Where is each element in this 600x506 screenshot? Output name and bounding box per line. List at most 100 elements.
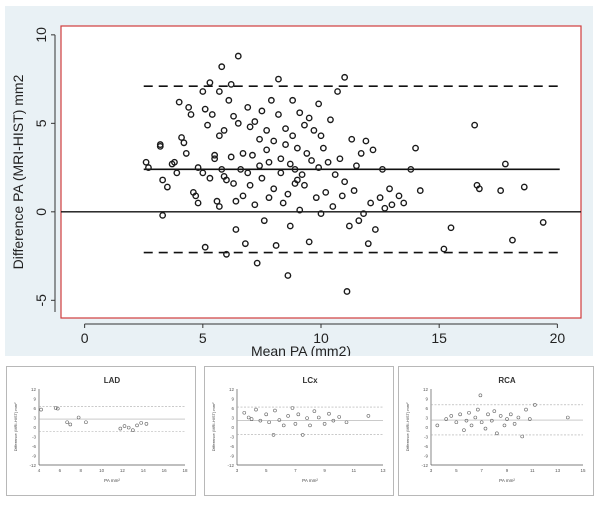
y-tick-label: 9 — [33, 397, 36, 402]
data-point — [201, 243, 209, 251]
data-point — [486, 412, 490, 417]
data-point — [327, 116, 334, 124]
x-tick-label: 20 — [550, 330, 566, 346]
lad-plot: LAD -12 -9 -6 -3 0 3 6 9 12 4 6 8 10 12 14 16 18 PA mm² Dif… — [13, 376, 188, 483]
data-point — [199, 88, 207, 95]
y-tick-label: 3 — [425, 416, 428, 421]
data-point — [175, 98, 183, 106]
rca-plot: RCA -12 -9 -6 -3 0 3 6 9 12 3 5 7 9 11 13 15 PA mm² Differ… — [405, 376, 586, 483]
data-point — [416, 187, 424, 194]
data-point — [357, 150, 365, 157]
data-point — [296, 206, 304, 214]
data-point — [533, 403, 537, 407]
data-point — [344, 420, 349, 425]
data-point — [290, 406, 295, 410]
data-point — [187, 111, 195, 118]
data-point — [497, 187, 505, 194]
data-point — [194, 164, 202, 171]
data-point — [322, 422, 327, 426]
data-point — [239, 150, 247, 157]
data-point — [267, 96, 275, 104]
panel-title: RCA — [498, 376, 516, 385]
data-point — [180, 139, 188, 147]
data-point — [490, 418, 494, 423]
data-point — [509, 236, 516, 244]
x-tick-label: 18 — [182, 468, 188, 473]
data-point — [348, 135, 356, 143]
data-point — [301, 121, 308, 129]
data-point — [163, 183, 171, 191]
x-tick-label: 5 — [455, 468, 458, 473]
data-point — [376, 194, 384, 202]
data-point — [291, 180, 299, 187]
data-point — [227, 153, 235, 161]
data-point — [284, 272, 292, 279]
data-point — [126, 425, 131, 430]
data-point — [289, 132, 297, 140]
y-tick-label: 9 — [425, 397, 428, 402]
data-point — [265, 158, 273, 166]
data-point — [275, 75, 282, 83]
data-point — [260, 217, 268, 225]
data-point — [315, 100, 323, 108]
data-point — [305, 238, 313, 246]
x-tick-label: 13 — [380, 468, 386, 473]
data-point — [566, 415, 570, 420]
data-point — [265, 194, 273, 202]
data-point — [454, 420, 459, 425]
data-point — [227, 81, 235, 88]
data-point — [364, 240, 372, 248]
data-point — [341, 73, 349, 81]
data-point — [388, 201, 396, 209]
data-point — [296, 412, 301, 417]
data-point — [341, 178, 349, 186]
panel-title: LCx — [302, 376, 318, 385]
data-point — [336, 155, 344, 163]
x-tick-label: 15 — [580, 468, 586, 473]
data-point — [312, 194, 320, 202]
y-tick-label: 3 — [231, 416, 234, 421]
data-point — [246, 415, 251, 420]
data-point — [242, 410, 247, 415]
y-tick-label: -9 — [32, 454, 36, 459]
data-point — [159, 211, 167, 219]
data-point — [327, 411, 331, 416]
data-point — [263, 146, 271, 154]
panel-title: LAD — [104, 376, 121, 385]
y-tick-label: -3 — [32, 435, 36, 440]
y-tick-label: 0 — [33, 425, 36, 430]
data-point — [479, 420, 484, 425]
data-point — [331, 418, 336, 423]
lcx-panel: LCx -12 -9 -6 -3 0 3 6 9 12 3 5 7 9 11 13 PA mm² Differen… — [204, 366, 394, 496]
data-point — [267, 420, 271, 425]
data-point — [371, 226, 379, 233]
data-point — [211, 155, 219, 163]
data-point — [458, 412, 462, 417]
data-point — [386, 185, 393, 193]
data-point — [473, 415, 478, 420]
data-point — [249, 417, 254, 421]
data-point — [256, 162, 263, 170]
data-point — [277, 418, 282, 422]
data-point — [300, 433, 305, 437]
data-point — [194, 199, 202, 207]
data-point — [366, 414, 371, 418]
x-tick-label: 11 — [351, 468, 356, 473]
data-point — [291, 165, 299, 173]
x-tick-label: 3 — [236, 468, 239, 473]
x-tick-label: 16 — [162, 468, 168, 473]
data-point — [215, 132, 223, 140]
data-point — [367, 199, 375, 207]
data-point — [305, 114, 313, 122]
x-tick-label: 7 — [294, 468, 297, 473]
x-tick-label: 7 — [480, 468, 483, 473]
data-point — [145, 164, 152, 171]
data-point — [182, 150, 190, 157]
y-tick-label: 5 — [33, 119, 49, 127]
data-point — [498, 414, 503, 418]
data-point — [254, 407, 258, 412]
y-tick-label: 0 — [231, 425, 234, 430]
data-point — [369, 146, 377, 154]
x-axis-title: PA mm² — [499, 478, 515, 483]
y-tick-label: -3 — [424, 435, 428, 440]
